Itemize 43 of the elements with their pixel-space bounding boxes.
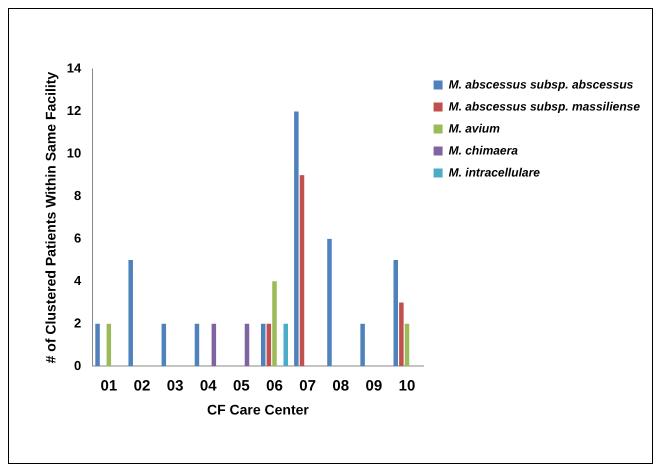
bar xyxy=(404,324,410,366)
x-tick-label: 08 xyxy=(332,377,350,394)
legend-label: M. avium xyxy=(448,121,500,136)
bar xyxy=(393,260,398,366)
x-tick-label: 05 xyxy=(233,377,250,394)
x-tick-label: 01 xyxy=(100,377,118,394)
bar xyxy=(283,324,288,366)
x-tick-label: 07 xyxy=(299,377,316,394)
bar xyxy=(327,238,332,366)
y-tick-label: 4 xyxy=(74,272,82,288)
y-tick-label: 6 xyxy=(74,230,82,246)
x-tick-label: 02 xyxy=(134,377,150,394)
bar xyxy=(266,324,272,366)
bar xyxy=(260,324,266,366)
x-tick-label: 03 xyxy=(166,377,184,394)
x-tick-label: 06 xyxy=(266,377,283,394)
legend-label: M. abscessus subsp. abscessus xyxy=(448,77,634,92)
bar xyxy=(95,324,100,366)
y-tick-label: 2 xyxy=(74,315,82,330)
bar xyxy=(106,324,112,366)
bar xyxy=(294,111,299,366)
bar xyxy=(128,260,133,366)
bar xyxy=(399,302,404,366)
y-tick-label: 12 xyxy=(66,103,82,118)
bar xyxy=(360,324,365,366)
legend-label: M. intracellulare xyxy=(448,165,540,180)
y-tick-label: 0 xyxy=(74,358,82,373)
x-axis-title: CF Care Center xyxy=(206,401,310,418)
x-tick-label: 09 xyxy=(366,377,382,394)
x-tick-label: 04 xyxy=(200,377,218,394)
bar xyxy=(244,324,250,366)
y-tick-label: 14 xyxy=(66,60,82,76)
y-axis-title: # of Clustered Patients Within Same Facility xyxy=(42,72,58,364)
y-tick-label: 10 xyxy=(66,145,82,160)
bar xyxy=(194,324,200,366)
y-tick-label: 8 xyxy=(74,188,82,203)
legend-label: M. chimaera xyxy=(448,143,518,158)
bar xyxy=(272,281,277,366)
bar xyxy=(162,324,166,366)
bar xyxy=(212,324,216,366)
legend-label: M. abscessus subsp. massiliense xyxy=(448,99,640,114)
bar xyxy=(300,175,304,366)
x-tick-label: 10 xyxy=(398,377,416,394)
